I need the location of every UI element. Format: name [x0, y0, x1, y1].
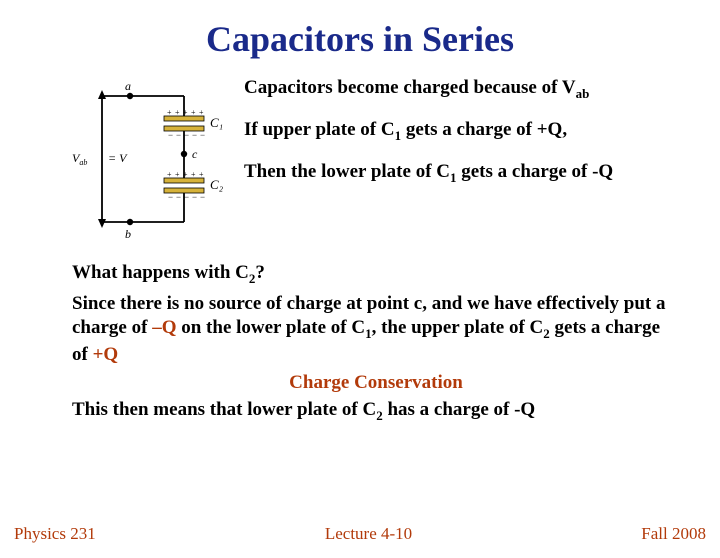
svg-text:+: +: [167, 108, 172, 117]
body-block: What happens with C2? Since there is no …: [0, 261, 720, 424]
svg-text:Vab: Vab: [72, 151, 87, 167]
svg-text:+: +: [191, 108, 196, 117]
p1d: , the upper plate of C: [372, 317, 544, 338]
svg-text:−: −: [168, 130, 173, 140]
p1c: on the lower plate of C: [176, 317, 365, 338]
svg-text:+: +: [175, 108, 180, 117]
svg-text:+: +: [199, 170, 204, 179]
svg-text:−: −: [192, 130, 197, 140]
svg-text:−: −: [176, 192, 181, 202]
bullet-3-post: gets a charge of -Q: [457, 161, 614, 182]
bullet-2-pre: If upper plate of C: [244, 119, 395, 140]
footer: Physics 231 Lecture 4-10 Fall 2008: [0, 524, 720, 544]
q-pre: What happens with C: [72, 262, 249, 283]
bullet-3-pre: Then the lower plate of C: [244, 161, 450, 182]
svg-text:−: −: [200, 130, 205, 140]
svg-text:−: −: [168, 192, 173, 202]
label-c2: C₂: [210, 177, 224, 192]
label-eqv: = V: [108, 151, 128, 165]
bullet-1-sub: ab: [576, 86, 590, 101]
circuit-diagram: + + + + + − − − − − + + + +: [72, 74, 230, 249]
content-row: + + + + + − − − − − + + + +: [0, 74, 720, 249]
svg-text:+: +: [191, 170, 196, 179]
p2a: This then means that lower plate of C: [72, 399, 376, 420]
bullet-1-text: Capacitors become charged because of V: [244, 77, 576, 98]
svg-text:+: +: [183, 170, 188, 179]
paragraph-2: This then means that lower plate of C2 h…: [72, 398, 680, 425]
svg-text:−: −: [192, 192, 197, 202]
svg-text:+: +: [183, 108, 188, 117]
p1f: +Q: [93, 344, 119, 365]
slide-title: Capacitors in Series: [0, 18, 720, 60]
label-c1: C₁: [210, 115, 223, 130]
footer-left: Physics 231: [14, 524, 96, 544]
label-b: b: [125, 227, 131, 241]
bullet-1: Capacitors become charged because of Vab: [244, 76, 690, 102]
p1b: –Q: [152, 317, 176, 338]
q-post: ?: [255, 262, 265, 283]
label-c: c: [192, 147, 198, 161]
bullet-block: Capacitors become charged because of Vab…: [244, 74, 720, 202]
svg-text:+: +: [167, 170, 172, 179]
charge-conservation: Charge Conservation: [72, 372, 680, 394]
bullet-2: If upper plate of C1 gets a charge of +Q…: [244, 118, 690, 144]
footer-center: Lecture 4-10: [325, 524, 412, 544]
footer-right: Fall 2008: [641, 524, 706, 544]
svg-text:+: +: [175, 170, 180, 179]
question-line: What happens with C2?: [72, 261, 680, 288]
paragraph-1: Since there is no source of charge at po…: [72, 292, 680, 368]
svg-text:−: −: [200, 192, 205, 202]
label-a: a: [125, 79, 131, 93]
svg-text:+: +: [199, 108, 204, 117]
p2b: has a charge of -Q: [383, 399, 536, 420]
bullet-2-post: gets a charge of +Q,: [401, 119, 567, 140]
svg-text:−: −: [176, 130, 181, 140]
bullet-3: Then the lower plate of C1 gets a charge…: [244, 160, 690, 186]
